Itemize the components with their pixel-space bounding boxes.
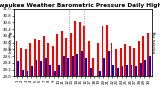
Bar (90, 68, 92, 76)
Bar (131, 65, 132, 76)
Bar (74, 21, 76, 76)
Bar (72, 56, 74, 76)
Bar (115, 49, 117, 76)
Title: Milwaukee Weather Barometric Pressure Daily High/Low: Milwaukee Weather Barometric Pressure Da… (0, 3, 160, 8)
Bar (45, 58, 47, 76)
Bar (38, 40, 40, 76)
Bar (142, 36, 144, 76)
Bar (56, 34, 58, 76)
Bar (108, 51, 110, 76)
Bar (122, 66, 123, 76)
Bar (76, 54, 78, 76)
Bar (112, 65, 114, 76)
Bar (124, 44, 126, 76)
Bar (99, 71, 101, 76)
Y-axis label: Inches Hg: Inches Hg (153, 32, 157, 54)
Bar (81, 51, 83, 76)
Bar (31, 66, 33, 76)
Bar (63, 56, 65, 76)
Bar (117, 68, 119, 76)
Bar (120, 48, 122, 76)
Bar (133, 48, 135, 76)
Bar (79, 22, 81, 76)
Bar (20, 48, 22, 76)
Bar (94, 76, 96, 78)
Bar (135, 66, 137, 76)
Bar (29, 43, 31, 76)
Bar (27, 71, 28, 76)
Bar (58, 65, 60, 76)
Bar (129, 46, 131, 76)
Bar (126, 65, 128, 76)
Bar (36, 60, 37, 76)
Bar (92, 58, 94, 76)
Bar (22, 70, 24, 76)
Bar (140, 63, 141, 76)
Bar (54, 71, 56, 76)
Bar (144, 60, 146, 76)
Bar (149, 56, 151, 76)
Y-axis label: Inches Hg: Inches Hg (9, 32, 13, 54)
Bar (52, 46, 54, 76)
Bar (85, 58, 87, 76)
Bar (138, 41, 140, 76)
Bar (83, 26, 85, 76)
Bar (49, 65, 51, 76)
Bar (102, 26, 103, 76)
Bar (70, 33, 72, 76)
Bar (40, 61, 42, 76)
Bar (34, 39, 36, 76)
Bar (47, 43, 49, 76)
Bar (88, 41, 90, 76)
Bar (16, 41, 17, 76)
Bar (17, 61, 19, 76)
Bar (111, 43, 112, 76)
Bar (67, 58, 69, 76)
Bar (147, 33, 149, 76)
Bar (43, 36, 45, 76)
Bar (61, 31, 63, 76)
Bar (97, 43, 99, 76)
Bar (103, 58, 105, 76)
Bar (25, 49, 27, 76)
Bar (65, 38, 67, 76)
Bar (106, 25, 108, 76)
